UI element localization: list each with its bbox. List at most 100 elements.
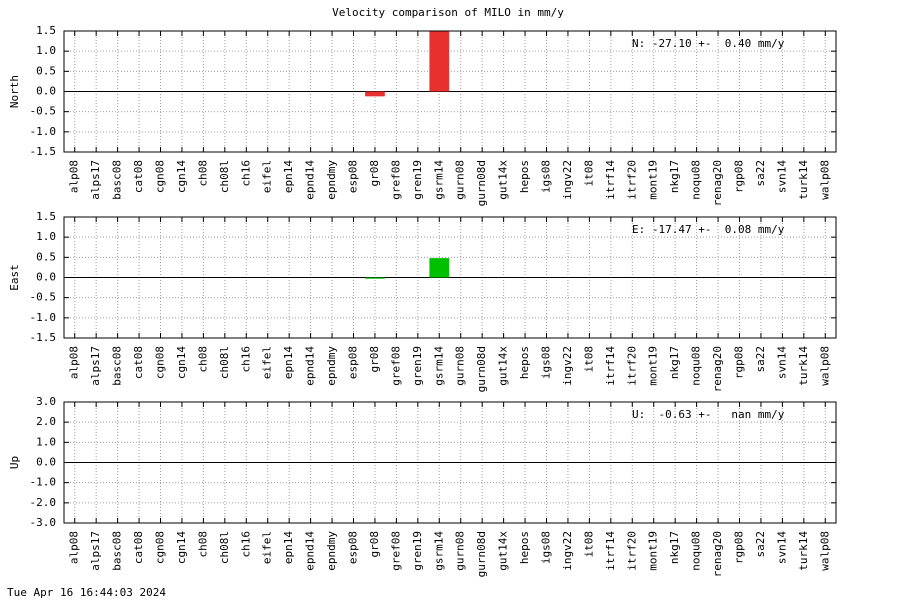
x-tick-label: ingv22	[561, 346, 574, 386]
y-tick-label: 0.0	[36, 456, 56, 469]
y-tick-label: -1.0	[30, 476, 57, 489]
x-tick-label: basc08	[111, 346, 124, 386]
x-tick-label: rgp08	[733, 531, 746, 564]
x-tick-label: epn14	[282, 531, 295, 564]
x-tick-label: turk14	[797, 531, 810, 571]
x-tick-label: gurn08	[454, 531, 467, 571]
x-tick-label: esp08	[347, 531, 360, 564]
y-tick-label: 1.0	[36, 230, 56, 243]
x-tick-label: basc08	[111, 160, 124, 200]
x-tick-label: esp08	[347, 346, 360, 379]
x-tick-label: epndmy	[325, 346, 338, 386]
annotation: E: -17.47 +- 0.08 mm/y	[632, 223, 785, 236]
plot-frame	[63, 401, 837, 524]
plot-frame	[63, 30, 837, 153]
x-tick-label: igs08	[540, 346, 553, 379]
y-axis-label: East	[8, 264, 21, 291]
x-tick-label: gref08	[389, 531, 402, 571]
x-tick-label: epnd14	[304, 346, 317, 386]
x-tick-label: gren19	[411, 531, 424, 571]
x-tick-label: cat08	[132, 531, 145, 564]
x-tick-label: cgn14	[175, 160, 188, 193]
x-tick-label: nkg17	[668, 531, 681, 564]
bar	[429, 31, 450, 92]
x-tick-label: ch16	[239, 531, 252, 558]
x-tick-label: gurn08d	[475, 531, 488, 577]
x-tick-label: ch08	[196, 160, 209, 187]
x-tick-label: noqu08	[690, 160, 703, 200]
x-tick-label: eifel	[261, 531, 274, 564]
x-tick-label: gref08	[389, 160, 402, 200]
x-tick-label: itrf20	[625, 346, 638, 386]
x-tick-label: sa22	[754, 531, 767, 558]
x-tick-label: itrf14	[604, 160, 617, 200]
x-tick-label: itrf20	[625, 531, 638, 571]
x-tick-label: alp08	[68, 346, 81, 379]
x-tick-label: gut14x	[497, 160, 510, 200]
annotation: U: -0.63 +- nan mm/y	[632, 408, 785, 421]
x-tick-label: cgn08	[154, 531, 167, 564]
timestamp: Tue Apr 16 16:44:03 2024	[7, 586, 166, 599]
x-tick-label: svn14	[775, 531, 788, 564]
y-tick-label: 0.5	[36, 64, 56, 77]
x-tick-label: eifel	[261, 160, 274, 193]
y-axis-label: Up	[8, 456, 21, 469]
y-tick-label: -0.5	[30, 105, 57, 118]
x-tick-label: cgn08	[154, 346, 167, 379]
x-tick-label: cat08	[132, 346, 145, 379]
x-tick-label: cgn14	[175, 346, 188, 379]
x-tick-label: alps17	[89, 531, 102, 571]
y-tick-label: -1.0	[30, 311, 57, 324]
x-tick-label: alp08	[68, 160, 81, 193]
x-tick-label: svn14	[775, 346, 788, 379]
x-tick-label: ch08	[196, 531, 209, 558]
x-tick-label: gsrm14	[432, 346, 445, 386]
y-tick-label: 0.5	[36, 250, 56, 263]
bar	[365, 277, 385, 279]
bar	[365, 91, 385, 97]
y-tick-label: 1.0	[36, 435, 56, 448]
x-tick-label: ch08	[196, 346, 209, 373]
x-tick-label: hepos	[518, 531, 531, 564]
x-tick-label: itrf14	[604, 531, 617, 571]
x-tick-label: gsrm14	[432, 160, 445, 200]
x-tick-label: itrf14	[604, 346, 617, 386]
x-tick-label: turk14	[797, 160, 810, 200]
x-tick-label: basc08	[111, 531, 124, 571]
x-tick-label: gurn08d	[475, 346, 488, 392]
x-tick-label: gref08	[389, 346, 402, 386]
y-tick-label: 3.0	[36, 395, 56, 408]
x-tick-label: ch08l	[218, 160, 231, 193]
x-tick-label: gr08	[368, 531, 381, 558]
x-tick-label: turk14	[797, 346, 810, 386]
y-tick-label: 0.0	[36, 85, 56, 98]
x-tick-label: epn14	[282, 346, 295, 379]
bar	[429, 258, 450, 278]
y-tick-label: -3.0	[30, 516, 57, 529]
x-tick-label: esp08	[347, 160, 360, 193]
y-tick-label: 1.0	[36, 44, 56, 57]
x-tick-label: hepos	[518, 160, 531, 193]
x-tick-label: gren19	[411, 160, 424, 200]
x-tick-label: walp08	[818, 160, 831, 200]
x-tick-label: igs08	[540, 531, 553, 564]
y-tick-label: -0.5	[30, 291, 57, 304]
x-tick-label: ingv22	[561, 531, 574, 571]
x-tick-label: hepos	[518, 346, 531, 379]
x-tick-label: gr08	[368, 346, 381, 373]
x-tick-label: gurn08d	[475, 160, 488, 206]
chart-title: Velocity comparison of MILO in mm/y	[332, 6, 564, 19]
x-tick-label: epnd14	[304, 160, 317, 200]
x-tick-label: nkg17	[668, 346, 681, 379]
x-tick-label: rgp08	[733, 346, 746, 379]
y-tick-label: 0.0	[36, 271, 56, 284]
x-tick-label: renag20	[711, 346, 724, 392]
x-tick-label: alps17	[89, 346, 102, 386]
x-tick-label: ch16	[239, 346, 252, 373]
x-tick-label: epnd14	[304, 531, 317, 571]
x-tick-label: sa22	[754, 346, 767, 373]
x-tick-label: nkg17	[668, 160, 681, 193]
x-tick-label: cat08	[132, 160, 145, 193]
x-tick-label: sa22	[754, 160, 767, 187]
